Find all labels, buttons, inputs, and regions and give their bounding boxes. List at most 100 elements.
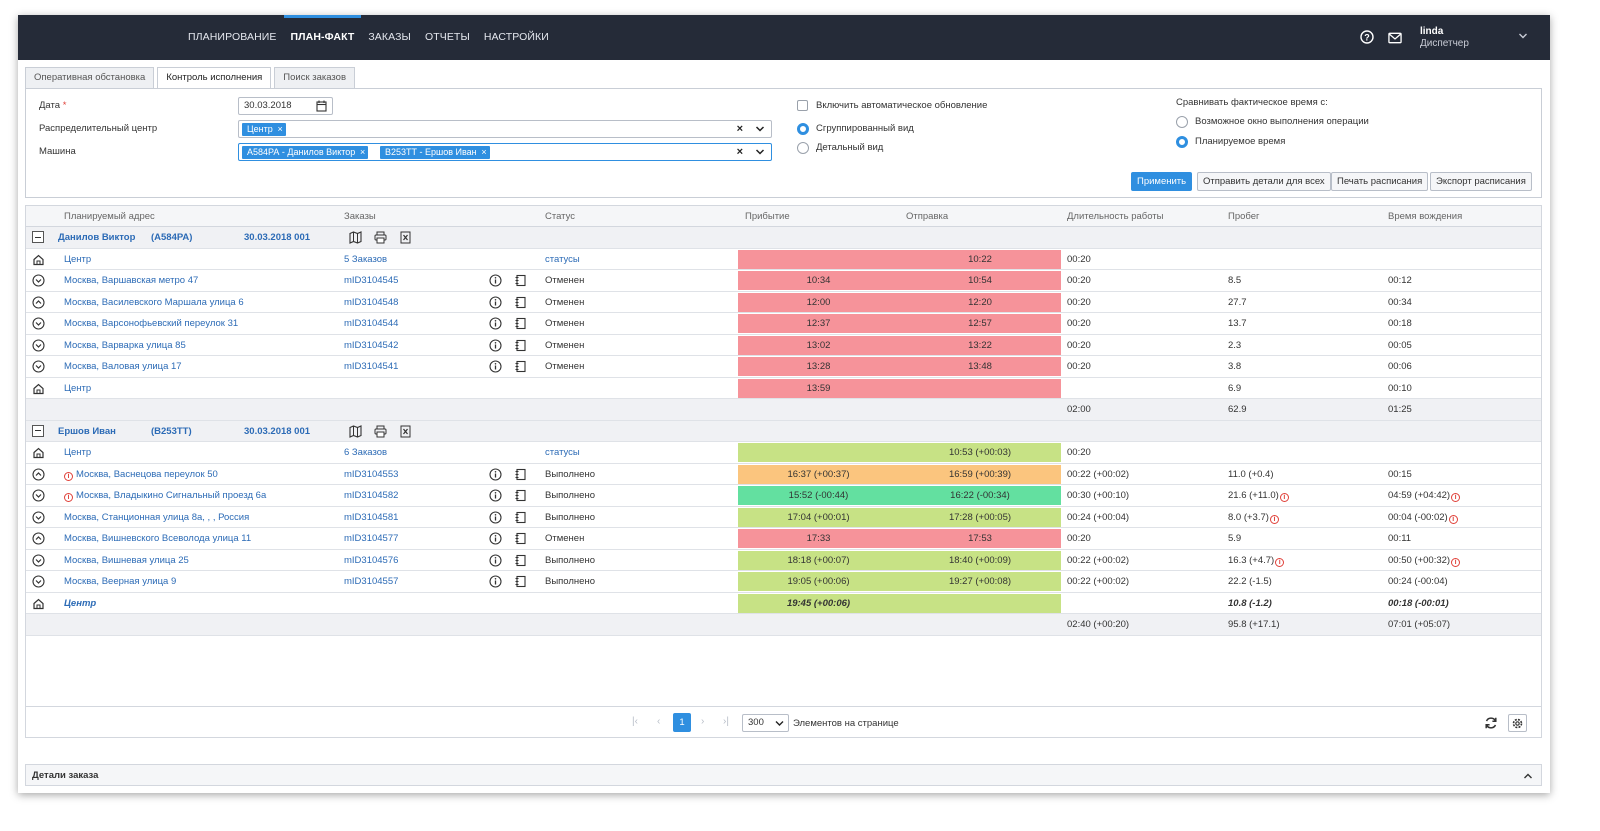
clear-icon[interactable]: × <box>736 123 743 135</box>
excel-export-icon[interactable] <box>399 231 412 244</box>
col-mileage[interactable]: Пробег <box>1228 211 1260 222</box>
export-schedule-button[interactable]: Экспорт расписания <box>1430 172 1532 191</box>
info-icon[interactable] <box>489 510 502 524</box>
document-icon[interactable] <box>514 532 527 545</box>
document-icon[interactable] <box>514 296 527 309</box>
info-icon[interactable] <box>489 467 502 481</box>
prev-page-icon[interactable]: ‹ <box>657 716 661 727</box>
order-link[interactable]: mID3104542 <box>344 339 399 351</box>
menu-planning[interactable]: ПЛАНИРОВАНИЕ <box>188 31 277 43</box>
user-profile[interactable]: linda Диспетчер <box>1420 26 1469 50</box>
info-icon[interactable] <box>489 575 502 588</box>
table-row[interactable]: i Москва, Владыкино Сигнальный проезд 6а m… <box>26 485 1541 507</box>
send-details-button[interactable]: Отправить детали для всех <box>1197 172 1331 191</box>
collapse-toggle-icon[interactable] <box>32 424 44 437</box>
col-departure[interactable]: Отправка <box>906 211 949 222</box>
info-icon[interactable] <box>489 553 502 567</box>
info-icon[interactable] <box>489 360 502 373</box>
auto-update-checkbox[interactable] <box>797 100 808 111</box>
address-link[interactable]: Москва, Варсонофьевский переулок 31 <box>64 318 239 329</box>
group-row[interactable]: Данилов Виктор (А584РА) 30.03.2018 001 <box>26 227 1541 249</box>
document-icon[interactable] <box>514 554 527 567</box>
table-row[interactable]: Москва, Веерная улица 9 mID3104557 Выполне… <box>26 571 1541 593</box>
table-row[interactable]: Центр 19:45 (+00:06) 10.8 (-1.2) 00:18 (-00… <box>26 592 1541 614</box>
dc-chip[interactable]: Центр × <box>242 123 286 136</box>
chip-remove-icon[interactable]: × <box>277 124 283 134</box>
address-link[interactable]: Центр <box>64 447 92 458</box>
address-link[interactable]: i Москва, Васнецова переулок 50 <box>64 469 218 481</box>
home-icon[interactable] <box>32 382 45 395</box>
document-icon[interactable] <box>514 575 527 588</box>
table-row[interactable]: Москва, Василевского Маршала улица 6 mID3… <box>26 291 1541 313</box>
home-icon[interactable] <box>32 253 45 266</box>
vehicle-chip[interactable]: В253ТТ - Ершов Иван × <box>380 146 490 159</box>
order-link[interactable]: mID3104557 <box>344 576 399 587</box>
address-link[interactable]: Москва, Варшавская метро 47 <box>64 275 199 286</box>
chevron-down-circle-icon[interactable] <box>32 489 45 502</box>
mail-icon[interactable] <box>1388 31 1402 45</box>
grouped-view-radio[interactable] <box>797 123 809 135</box>
order-link[interactable]: 5 Заказов <box>344 253 388 265</box>
table-row[interactable]: Москва, Станционная улица 8а, , , Россия… <box>26 506 1541 528</box>
order-details-panel[interactable]: Детали заказа <box>25 764 1542 786</box>
chevron-down-icon[interactable] <box>1518 32 1528 40</box>
menu-reports[interactable]: ОТЧЕТЫ <box>424 31 470 43</box>
table-row[interactable]: Москва, Вишневая улица 25 mID3104576 Выпол… <box>26 549 1541 571</box>
home-icon[interactable] <box>32 597 45 610</box>
compare-window-radio[interactable] <box>1176 116 1188 128</box>
apply-button[interactable]: Применить <box>1131 172 1193 191</box>
table-row[interactable]: i Москва, Васнецова переулок 50 mID3104553… <box>26 463 1541 485</box>
order-link[interactable]: mID3104544 <box>344 318 399 329</box>
document-icon[interactable] <box>514 489 527 502</box>
info-icon[interactable] <box>489 532 502 545</box>
next-page-icon[interactable]: › <box>701 716 705 727</box>
page-size-select[interactable]: 300 <box>742 714 789 732</box>
chip-remove-icon[interactable]: × <box>481 147 487 157</box>
vehicle-chip[interactable]: А584РА - Данилов Виктор × <box>242 146 369 159</box>
print-icon[interactable] <box>374 231 387 244</box>
calendar-icon[interactable] <box>316 100 327 112</box>
info-icon[interactable] <box>489 338 502 352</box>
home-icon[interactable] <box>32 446 45 459</box>
refresh-icon[interactable] <box>1484 716 1498 730</box>
chip-remove-icon[interactable]: × <box>360 147 366 157</box>
address-link[interactable]: Москва, Валовая улица 17 <box>64 361 182 372</box>
tab-order-search[interactable]: Поиск заказов <box>274 67 356 88</box>
order-link[interactable]: mID3104548 <box>344 296 399 308</box>
col-driving-time[interactable]: Время вождения <box>1388 211 1463 222</box>
chevron-down-circle-icon[interactable] <box>32 317 45 330</box>
address-link[interactable]: i Москва, Владыкино Сигнальный проезд 6а <box>64 490 266 502</box>
address-link[interactable]: Москва, Станционная улица 8а, , , Россия <box>64 511 250 523</box>
document-icon[interactable] <box>514 274 527 287</box>
chevron-up-circle-icon[interactable] <box>32 467 45 481</box>
dc-select[interactable]: Центр × × <box>238 120 772 138</box>
table-row[interactable]: Москва, Варварка улица 85 mID3104542 Отмен… <box>26 334 1541 356</box>
settings-button[interactable] <box>1508 714 1527 732</box>
order-link[interactable]: mID3104582 <box>344 490 399 501</box>
chevron-up-icon[interactable] <box>1523 772 1533 780</box>
chevron-down-icon[interactable] <box>755 125 765 133</box>
map-icon[interactable] <box>349 231 362 244</box>
document-icon[interactable] <box>514 360 527 373</box>
order-link[interactable]: mID3104577 <box>344 533 399 544</box>
date-input[interactable]: 30.03.2018 <box>238 97 333 115</box>
compare-planned-radio[interactable] <box>1176 136 1188 148</box>
order-link[interactable]: mID3104553 <box>344 468 399 480</box>
address-link[interactable]: Центр <box>64 253 92 265</box>
chevron-down-circle-icon[interactable] <box>32 274 45 287</box>
address-link[interactable]: Москва, Вишневая улица 25 <box>64 554 189 566</box>
order-link[interactable]: mID3104541 <box>344 361 399 372</box>
address-link[interactable]: Москва, Варварка улица 85 <box>64 339 186 351</box>
address-link[interactable]: Центр <box>64 382 92 394</box>
document-icon[interactable] <box>514 339 527 352</box>
order-link[interactable]: 6 Заказов <box>344 447 388 458</box>
info-icon[interactable] <box>489 317 502 330</box>
col-duration[interactable]: Длительность работы <box>1067 211 1164 222</box>
table-row[interactable]: Москва, Валовая улица 17 mID3104541 Отмене… <box>26 356 1541 378</box>
info-icon[interactable] <box>489 489 502 502</box>
print-icon[interactable] <box>374 425 387 438</box>
tab-execution-control[interactable]: Контроль исполнения <box>157 67 272 89</box>
document-icon[interactable] <box>514 468 527 481</box>
help-icon[interactable]: ? <box>1360 30 1374 44</box>
address-link[interactable]: Москва, Вишневского Всеволода улица 11 <box>64 533 252 544</box>
